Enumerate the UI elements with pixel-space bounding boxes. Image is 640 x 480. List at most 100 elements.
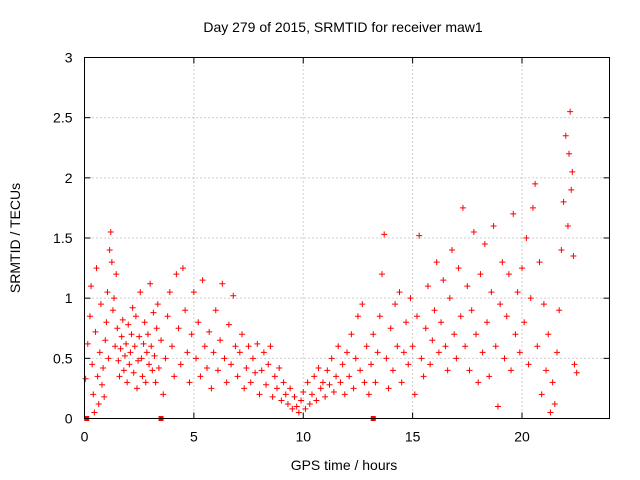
data-point (115, 357, 122, 364)
data-point (276, 364, 283, 371)
data-point (409, 343, 416, 350)
data-point (503, 313, 510, 320)
data-point (372, 379, 379, 386)
y-tick-label: 2.5 (53, 110, 73, 126)
data-point (568, 186, 575, 193)
x-tick-label: 15 (405, 429, 421, 445)
data-point (219, 280, 226, 287)
x-axis-label: GPS time / hours (291, 457, 398, 473)
data-point (490, 222, 497, 229)
data-point (486, 373, 493, 380)
data-point (82, 375, 89, 382)
data-point (132, 313, 139, 320)
data-point (111, 295, 118, 302)
data-point (223, 379, 230, 386)
data-point (368, 361, 375, 368)
data-point (138, 355, 145, 362)
data-point (234, 373, 241, 380)
data-point (521, 319, 528, 326)
x-axis-ticks: 0 5 10 15 20 (81, 57, 530, 445)
data-point (88, 283, 95, 290)
data-point (86, 313, 93, 320)
data-point (564, 222, 571, 229)
data-point (92, 328, 99, 335)
data-point (433, 259, 440, 266)
data-point (527, 295, 534, 302)
data-point (466, 367, 473, 374)
data-point (477, 271, 484, 278)
data-point (549, 379, 556, 386)
data-point (438, 319, 445, 326)
data-point (309, 391, 315, 398)
data-point (105, 355, 112, 362)
data-point (392, 301, 399, 308)
data-point (313, 397, 320, 404)
data-point (141, 319, 148, 326)
data-point (177, 361, 184, 368)
data-point (140, 340, 147, 347)
data-point (473, 331, 480, 338)
data-point (91, 409, 98, 416)
data-point (374, 349, 381, 356)
data-point (124, 379, 131, 386)
data-point (523, 235, 530, 241)
data-point (108, 259, 115, 266)
data-point (514, 289, 521, 296)
data-point (119, 316, 126, 323)
data-point (385, 385, 392, 392)
data-point (571, 361, 578, 368)
data-point (424, 283, 431, 290)
data-point (151, 352, 158, 359)
data-point (128, 331, 135, 338)
data-point (516, 349, 523, 356)
data-point (121, 352, 128, 359)
data-point (431, 307, 438, 314)
data-point (106, 247, 113, 254)
data-point (252, 369, 259, 376)
data-point (536, 259, 543, 266)
x-tick-label: 5 (190, 429, 198, 445)
data-point (459, 204, 466, 211)
data-point (488, 289, 495, 296)
y-tick-label: 3 (65, 50, 73, 66)
data-point (120, 367, 127, 374)
data-point (499, 259, 506, 266)
data-point (492, 343, 499, 350)
data-point (554, 349, 560, 356)
data-point (171, 373, 178, 380)
data-point (457, 313, 464, 320)
data-point (470, 228, 477, 235)
data-point (127, 349, 134, 356)
data-point (206, 328, 213, 335)
y-tick-label: 1.5 (53, 230, 73, 246)
data-point (376, 313, 383, 320)
data-point (543, 367, 550, 374)
data-point (501, 355, 508, 362)
data-point (243, 364, 250, 371)
data-point (241, 385, 248, 392)
x-tick-label: 20 (514, 429, 530, 445)
data-point (210, 349, 217, 356)
data-point (567, 108, 574, 115)
data-point (562, 132, 569, 139)
data-point (221, 355, 228, 362)
data-point (90, 391, 97, 398)
data-point (100, 364, 107, 371)
data-point (263, 381, 270, 388)
y-axis-label: SRMTID / TECUs (7, 183, 23, 293)
data-point (479, 349, 486, 356)
data-point (208, 385, 215, 392)
data-point (123, 340, 130, 347)
data-point (510, 210, 517, 217)
data-point (453, 355, 460, 362)
data-point (247, 379, 254, 386)
data-point (293, 403, 300, 410)
y-tick-label: 0.5 (53, 350, 73, 366)
data-point (481, 241, 488, 248)
data-point (134, 385, 140, 392)
data-point (529, 204, 536, 211)
data-point (383, 355, 390, 362)
data-point (184, 349, 191, 356)
data-point (494, 403, 501, 410)
data-point (300, 389, 307, 396)
